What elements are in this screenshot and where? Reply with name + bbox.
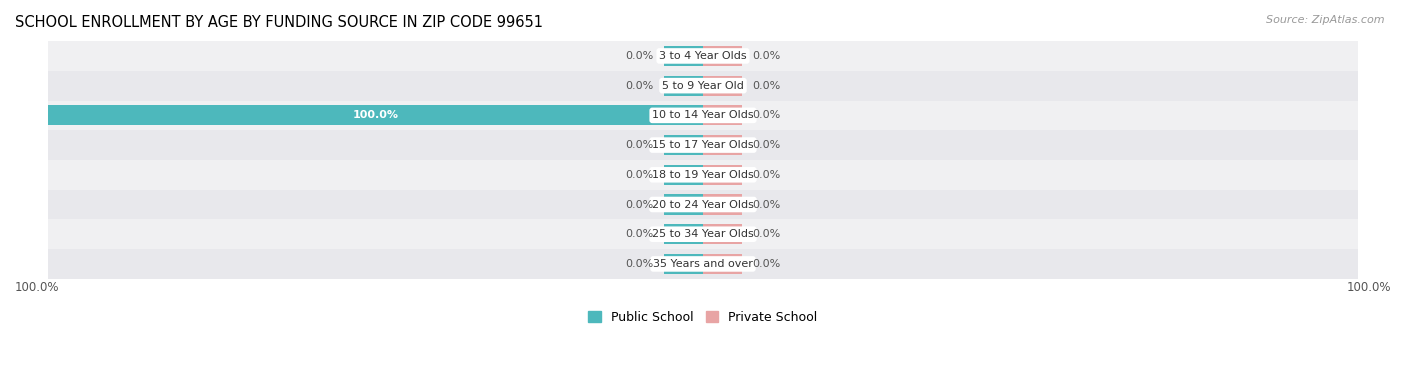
Bar [703, 195, 742, 215]
Bar [664, 135, 703, 155]
Bar [48, 71, 1358, 101]
Text: 0.0%: 0.0% [626, 259, 654, 269]
Legend: Public School, Private School: Public School, Private School [583, 306, 823, 329]
Text: 35 Years and over: 35 Years and over [652, 259, 754, 269]
Text: 0.0%: 0.0% [752, 170, 780, 180]
Text: 0.0%: 0.0% [752, 51, 780, 61]
Text: 18 to 19 Year Olds: 18 to 19 Year Olds [652, 170, 754, 180]
Bar [664, 195, 703, 215]
Text: SCHOOL ENROLLMENT BY AGE BY FUNDING SOURCE IN ZIP CODE 99651: SCHOOL ENROLLMENT BY AGE BY FUNDING SOUR… [15, 15, 543, 30]
Bar [664, 224, 703, 244]
Text: 100.0%: 100.0% [1347, 281, 1391, 294]
Text: 0.0%: 0.0% [626, 199, 654, 210]
Text: 0.0%: 0.0% [752, 199, 780, 210]
Bar [48, 249, 1358, 279]
Bar [48, 160, 1358, 190]
Bar [664, 254, 703, 274]
Text: 5 to 9 Year Old: 5 to 9 Year Old [662, 81, 744, 90]
Bar [703, 75, 742, 96]
Bar [48, 105, 703, 126]
Bar [48, 219, 1358, 249]
Text: 100.0%: 100.0% [353, 110, 398, 120]
Text: 0.0%: 0.0% [752, 81, 780, 90]
Text: 15 to 17 Year Olds: 15 to 17 Year Olds [652, 140, 754, 150]
Bar [703, 165, 742, 185]
Bar [703, 224, 742, 244]
Bar [48, 130, 1358, 160]
Bar [48, 41, 1358, 71]
Text: 100.0%: 100.0% [15, 281, 59, 294]
Text: 0.0%: 0.0% [752, 259, 780, 269]
Text: 0.0%: 0.0% [626, 170, 654, 180]
Text: 25 to 34 Year Olds: 25 to 34 Year Olds [652, 229, 754, 239]
Text: 20 to 24 Year Olds: 20 to 24 Year Olds [652, 199, 754, 210]
Bar [703, 135, 742, 155]
Text: 0.0%: 0.0% [752, 110, 780, 120]
Text: Source: ZipAtlas.com: Source: ZipAtlas.com [1267, 15, 1385, 25]
Bar [664, 46, 703, 66]
Bar [703, 254, 742, 274]
Bar [48, 101, 1358, 130]
Bar [48, 190, 1358, 219]
Text: 0.0%: 0.0% [626, 81, 654, 90]
Bar [664, 75, 703, 96]
Text: 0.0%: 0.0% [626, 51, 654, 61]
Text: 0.0%: 0.0% [626, 140, 654, 150]
Text: 0.0%: 0.0% [626, 229, 654, 239]
Text: 10 to 14 Year Olds: 10 to 14 Year Olds [652, 110, 754, 120]
Bar [703, 105, 742, 126]
Text: 3 to 4 Year Olds: 3 to 4 Year Olds [659, 51, 747, 61]
Text: 0.0%: 0.0% [752, 229, 780, 239]
Bar [703, 46, 742, 66]
Bar [664, 165, 703, 185]
Text: 0.0%: 0.0% [752, 140, 780, 150]
